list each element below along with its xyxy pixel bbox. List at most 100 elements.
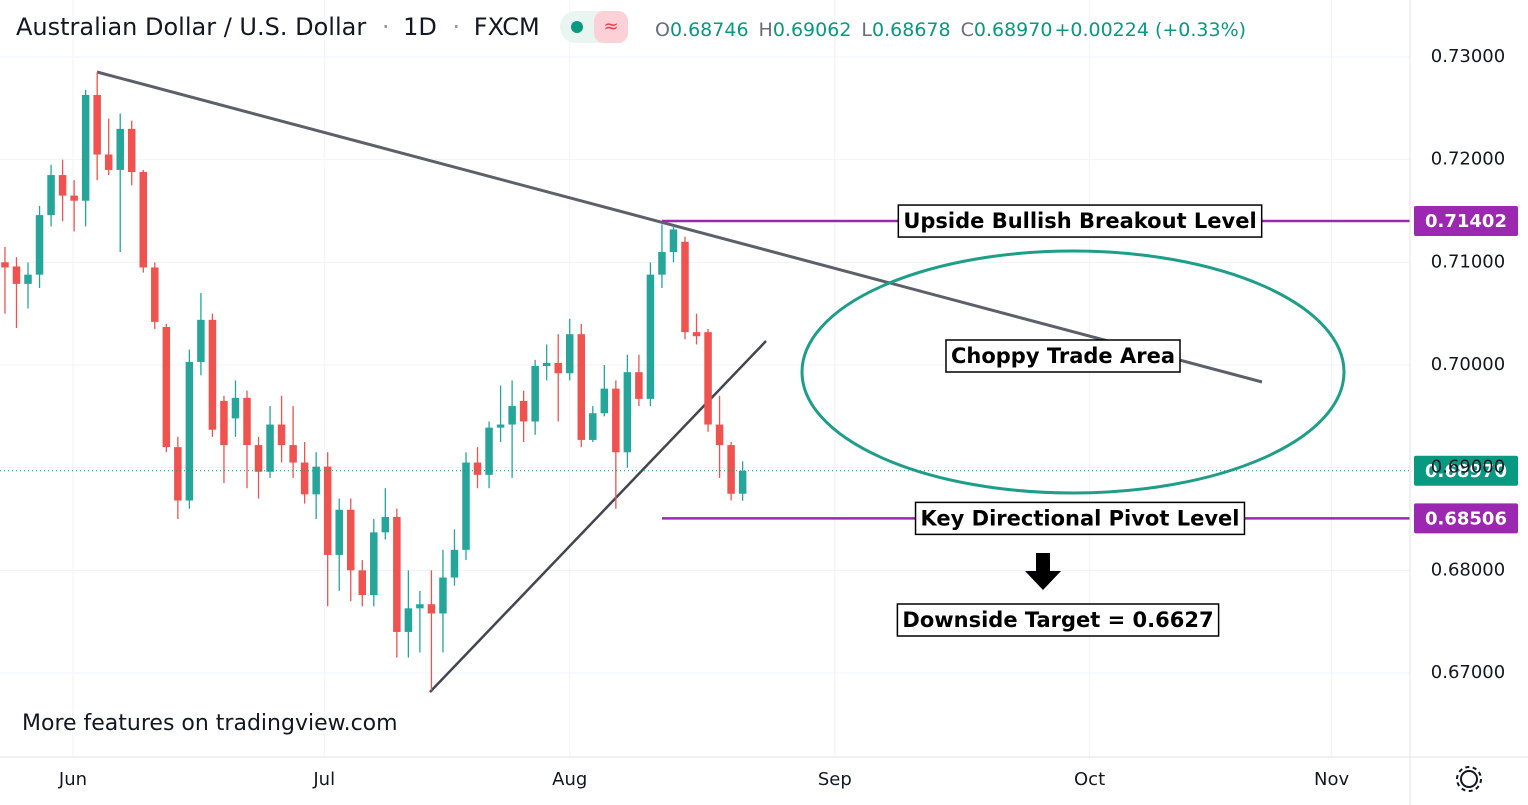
candle-body: [612, 388, 620, 453]
candle-body: [669, 229, 678, 253]
candle-body: [439, 577, 447, 614]
candle-body: [681, 241, 689, 333]
settings-icon[interactable]: [1456, 766, 1482, 792]
change-pct: (+0.33%): [1155, 19, 1246, 41]
candle-body: [323, 466, 332, 555]
candle-body: [589, 413, 597, 440]
ohlc-letter: O: [655, 19, 670, 41]
candle-body: [58, 175, 67, 196]
x-tick-label: Jul: [312, 769, 335, 790]
candle-body: [646, 274, 655, 399]
y-tick-label: 0.67000: [1431, 662, 1505, 683]
choppy-text-box: [945, 339, 1181, 373]
candle-body: [116, 128, 124, 170]
y-tick-label: 0.71000: [1431, 251, 1505, 272]
ohlc-value: 0.69062: [773, 19, 852, 41]
candle-body: [358, 570, 367, 595]
candle-body: [254, 445, 263, 472]
target-text: Downside Target = 0.6627: [902, 608, 1213, 632]
candle-body: [715, 424, 724, 446]
candle-body: [81, 94, 90, 201]
candle-body: [139, 171, 148, 268]
target-text-box: [896, 603, 1220, 637]
level-text: Key Directional Pivot Level: [921, 506, 1240, 530]
candle-body: [565, 334, 574, 374]
candle-body: [127, 128, 136, 172]
candle-body: [635, 372, 643, 399]
candle-body: [485, 427, 493, 475]
y-tick-label: 0.73000: [1431, 46, 1505, 67]
candle-body: [473, 462, 482, 475]
candle-body: [554, 362, 562, 374]
ohlc: O0.68746 H0.69062 L0.68678 C0.68970 +0.00224…: [655, 19, 1246, 41]
candle-body: [450, 549, 459, 578]
candle-body: [738, 470, 747, 494]
candle-body: [151, 267, 159, 322]
candle-body: [174, 447, 182, 501]
candle-body: [47, 175, 55, 216]
candle-body: [531, 366, 539, 422]
exchange: FXCM: [474, 13, 540, 41]
candle-body: [623, 372, 632, 453]
candle-body: [508, 406, 516, 425]
candle-body: [289, 445, 297, 463]
x-tick-label: Jun: [58, 769, 87, 790]
interval: 1D: [403, 13, 437, 41]
down-arrow: [1025, 553, 1061, 590]
level-text-box: [897, 204, 1263, 238]
level-text-box: [914, 501, 1246, 536]
candles: [1, 72, 747, 691]
candle-body: [658, 252, 666, 275]
candle-body: [300, 462, 309, 495]
x-tick-label: Oct: [1074, 769, 1105, 790]
ohlc-value: 0.68746: [670, 19, 749, 41]
grid: [0, 0, 1410, 757]
header: Australian Dollar / U.S. Dollar · 1D · F…: [16, 13, 540, 41]
level-price-label: 0.68506: [1425, 508, 1507, 529]
toggle-right[interactable]: [594, 11, 628, 43]
candle-body: [370, 532, 378, 595]
y-tick-label: 0.69000: [1431, 457, 1505, 478]
ohlc-value: 0.68970: [974, 19, 1053, 41]
candle-body: [243, 397, 251, 446]
candle-body: [692, 332, 701, 337]
candle-body: [104, 154, 113, 170]
candle-body: [231, 397, 240, 419]
candle-body: [312, 466, 320, 495]
toggle-dot[interactable]: [571, 21, 583, 33]
gear[interactable]: [1460, 770, 1478, 788]
x-tick-label: Aug: [552, 769, 587, 790]
candle-body: [24, 274, 32, 284]
choppy-text: Choppy Trade Area: [951, 344, 1175, 368]
level-text: Upside Bullish Breakout Level: [903, 209, 1256, 233]
candle-body: [462, 462, 470, 550]
candle-body: [70, 195, 78, 201]
sep: ·: [382, 13, 390, 41]
resistance-trendline: [96, 70, 1263, 384]
last-price-box: [1414, 455, 1518, 486]
candle-body: [93, 94, 101, 155]
last-price-label: 0.68970: [1425, 461, 1507, 482]
change: +0.00224: [1054, 19, 1149, 41]
candle-body: [162, 327, 171, 448]
candle-body: [12, 266, 21, 284]
candle-body: [335, 509, 343, 555]
candle-body: [220, 400, 228, 446]
choppy-ellipse: [800, 249, 1346, 495]
candle-body: [727, 445, 735, 494]
y-tick-label: 0.70000: [1431, 354, 1505, 375]
candle-body: [208, 319, 217, 430]
annotations: 0.68970 0.71402 Upside Bullish Breakout Le…: [0, 204, 1518, 637]
candle-body: [704, 332, 712, 425]
candle-body: [197, 319, 205, 362]
toggle-icon[interactable]: ≈: [603, 16, 618, 37]
candle-body: [577, 334, 586, 440]
y-tick-label: 0.68000: [1431, 559, 1505, 580]
candle-body: [404, 608, 413, 632]
gear-teeth[interactable]: [1456, 766, 1482, 792]
sep: ·: [453, 13, 461, 41]
candle-body: [496, 424, 505, 428]
candle-body: [393, 516, 401, 632]
ohlc-letter: H: [759, 19, 773, 41]
